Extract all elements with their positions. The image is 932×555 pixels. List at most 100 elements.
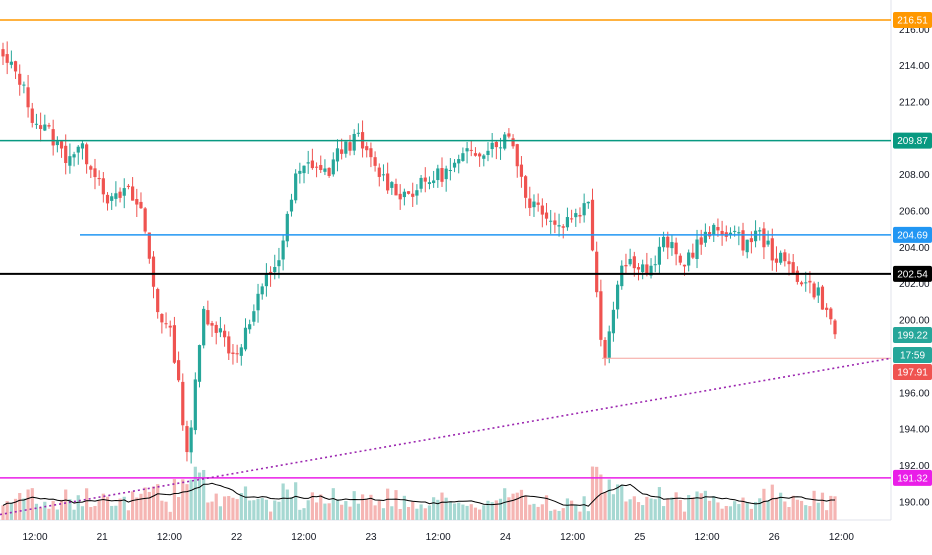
level-price-tag	[893, 265, 932, 282]
volume-bar	[281, 483, 285, 520]
volume-bar	[799, 500, 804, 520]
candle-body	[9, 61, 13, 65]
volume-bar	[678, 500, 682, 520]
candle-body	[507, 133, 511, 137]
volume-bar	[432, 497, 436, 520]
volume-bar	[252, 500, 256, 520]
dotted-trendline[interactable]	[0, 357, 892, 516]
candle-body	[423, 177, 427, 182]
time-tick-label: 12:00	[157, 532, 182, 543]
candle-body	[352, 133, 356, 151]
volume-bar	[787, 507, 791, 520]
candle-body	[227, 336, 231, 354]
candle-body	[473, 153, 478, 156]
candle-body	[791, 262, 795, 274]
volume-bar	[770, 484, 774, 520]
volume-bar	[582, 496, 586, 520]
volume-bar	[72, 509, 76, 520]
candle-body	[570, 218, 574, 220]
candle-body	[478, 153, 482, 157]
volume-bar	[356, 503, 360, 520]
volume-bar	[528, 504, 532, 520]
volume-bar	[549, 510, 553, 520]
candle-body	[302, 165, 306, 174]
volume-bar	[741, 497, 745, 520]
volume-bar	[22, 498, 26, 520]
volume-bar	[323, 503, 327, 520]
volume-layer	[1, 466, 837, 520]
candle-body	[340, 149, 344, 154]
volume-bar	[340, 504, 344, 520]
volume-bar	[5, 501, 9, 520]
time-tick-labels: 12:00 21 12:00 22 12:00 23 12:00 24 12:00 25 12:00…	[22, 532, 854, 543]
volume-bar	[402, 495, 406, 520]
current-price-tag-label: 197.91	[897, 368, 928, 379]
volume-bar	[97, 500, 101, 520]
current-price-tag	[893, 347, 932, 363]
price-axis[interactable]	[891, 0, 932, 520]
candle-body	[323, 168, 327, 172]
volume-bar	[110, 505, 114, 520]
volume-bar	[377, 500, 381, 520]
current-price-tag-label: 199.22	[897, 331, 928, 342]
candle-body	[528, 198, 532, 208]
volume-bar	[712, 496, 716, 520]
time-tick-label: 22	[231, 532, 243, 543]
candle-body	[666, 236, 670, 248]
candle-body	[712, 224, 716, 236]
candle-body	[80, 143, 85, 149]
candle-body	[168, 325, 172, 328]
candle-body	[34, 123, 39, 125]
candle-body	[193, 379, 197, 431]
volume-bar	[636, 502, 641, 520]
candle-body	[444, 168, 448, 180]
time-axis[interactable]	[0, 520, 891, 550]
candle-body	[494, 141, 498, 148]
price-tick-label: 202.00	[899, 279, 930, 290]
candle-body	[373, 157, 377, 166]
candle-body	[670, 242, 674, 249]
volume-bar	[160, 500, 164, 520]
volume-bar	[682, 511, 687, 520]
candle-body	[89, 166, 93, 170]
volume-bar	[515, 492, 519, 520]
volume-bar	[687, 495, 691, 520]
candle-body	[661, 236, 666, 248]
volume-bar	[139, 493, 143, 520]
volume-bar	[666, 498, 670, 520]
level-price-tag-label: 209.87	[897, 136, 928, 147]
volume-bar	[310, 492, 314, 520]
volume-bar	[143, 487, 147, 520]
volume-bar	[783, 501, 787, 520]
volume-bar	[833, 496, 837, 520]
volume-bar	[151, 486, 156, 520]
candle-body	[628, 258, 632, 265]
volume-bar	[164, 501, 168, 520]
time-tick-label: 25	[634, 532, 646, 543]
volume-bar	[448, 501, 452, 520]
candle-body	[143, 208, 147, 232]
volume-bar	[176, 497, 181, 520]
volume-bar	[590, 466, 595, 520]
time-tick-label: 26	[769, 532, 781, 543]
volume-bar	[457, 502, 461, 520]
volume-bar	[536, 506, 540, 520]
volume-bar	[260, 498, 264, 520]
candle-body	[657, 246, 662, 265]
volume-bar	[411, 501, 415, 520]
volume-bar	[490, 502, 494, 520]
candle-body	[310, 160, 314, 169]
candle-body	[101, 178, 105, 195]
candle-body	[812, 283, 816, 298]
candle-body	[574, 213, 578, 218]
candle-body	[595, 251, 599, 293]
volume-bar	[344, 501, 348, 520]
candle-body	[285, 213, 289, 242]
volume-bar	[9, 503, 13, 520]
candle-body	[319, 165, 323, 170]
volume-bar	[586, 511, 590, 520]
candle-body	[147, 232, 151, 259]
candle-body	[795, 270, 799, 282]
